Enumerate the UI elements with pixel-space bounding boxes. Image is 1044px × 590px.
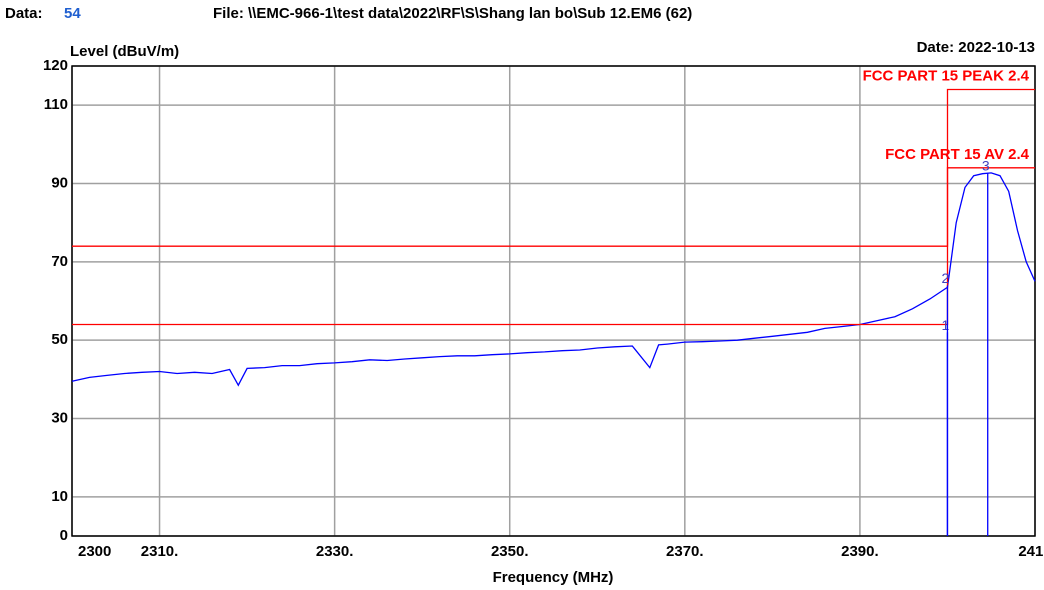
y-tick-label: 120 <box>43 57 68 74</box>
x-tick-label: 2370. <box>666 543 704 560</box>
y-tick-label: 110 <box>44 96 68 113</box>
limit-label: FCC PART 15 PEAK 2.4 <box>863 67 1030 84</box>
data-number: 54 <box>64 5 81 22</box>
y-tick-label: 90 <box>51 174 68 191</box>
limit-label: FCC PART 15 AV 2.4 <box>885 146 1030 163</box>
chart-title: File: \\EMC-966-1\test data\2022\RF\S\Sh… <box>213 5 692 22</box>
date: Date: 2022-10-13 <box>917 39 1035 56</box>
x-tick-label: 2350. <box>491 543 529 560</box>
data-label: Data: <box>5 5 43 22</box>
x-tick-label: 2330. <box>316 543 354 560</box>
y-tick-label: 0 <box>60 527 68 544</box>
x-tick-label: 2390. <box>841 543 879 560</box>
marker-label: 3 <box>982 158 990 174</box>
series-line <box>72 167 1035 326</box>
x-tick-label: 2410 <box>1018 543 1044 560</box>
y-tick-label: 10 <box>51 488 68 505</box>
x-tick-label: 2310. <box>141 543 179 560</box>
y-tick-label: 30 <box>51 409 68 426</box>
y-tick-label: 50 <box>51 331 68 348</box>
series-line <box>72 88 1035 247</box>
x-tick-label: 2300 <box>78 543 111 560</box>
x-axis-label: Frequency (MHz) <box>493 569 614 586</box>
plot-frame <box>71 65 1036 537</box>
marker-label: 2 <box>942 270 950 286</box>
series-line <box>71 172 1036 387</box>
marker-label: 1 <box>942 317 950 333</box>
y-tick-label: 70 <box>51 253 68 270</box>
y-axis-label: Level (dBuV/m) <box>70 43 179 60</box>
